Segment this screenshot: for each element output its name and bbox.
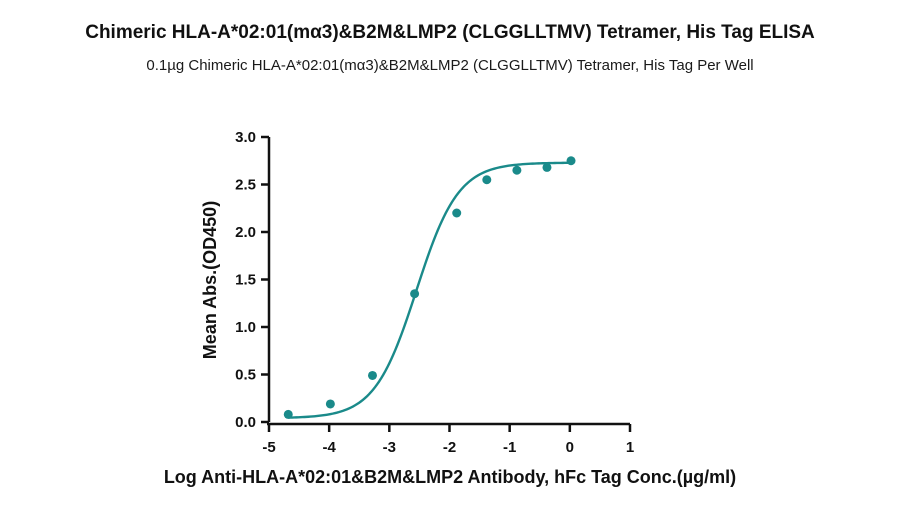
y-tick-label: 1.5 bbox=[235, 272, 256, 289]
y-tick-label: 2.5 bbox=[235, 177, 256, 194]
x-tick-label: 1 bbox=[626, 439, 634, 456]
data-point bbox=[542, 162, 552, 172]
data-point bbox=[452, 208, 462, 218]
x-tick-label: -4 bbox=[322, 439, 336, 456]
y-tick-label: 1.0 bbox=[235, 319, 256, 336]
fit-curve-layer bbox=[288, 161, 572, 419]
data-point bbox=[325, 399, 335, 409]
chart-title: Chimeric HLA-A*02:01(mα3)&B2M&LMP2 (CLGG… bbox=[85, 22, 815, 43]
data-points-layer bbox=[283, 156, 576, 419]
y-tick-label: 0.0 bbox=[235, 414, 256, 431]
chart-subtitle: 0.1µg Chimeric HLA-A*02:01(mα3)&B2M&LMP2… bbox=[146, 57, 754, 74]
data-point bbox=[566, 156, 576, 166]
data-point bbox=[512, 165, 522, 175]
x-tick-label: 0 bbox=[566, 439, 574, 456]
y-tick-label: 2.0 bbox=[235, 224, 256, 241]
data-point bbox=[283, 409, 293, 419]
axes: 0.0 0.5 1.0 1.5 2.0 2.5 3.0 -5 -4 -3 -2 -1 0 1 bbox=[235, 129, 634, 456]
data-point bbox=[482, 175, 492, 185]
x-tick-label: -5 bbox=[262, 439, 275, 456]
data-point bbox=[367, 370, 377, 380]
y-tick-label: 0.5 bbox=[235, 367, 256, 384]
fit-curve bbox=[288, 161, 572, 419]
x-tick-label: -3 bbox=[383, 439, 396, 456]
data-point bbox=[410, 289, 420, 299]
x-tick-label: -1 bbox=[503, 439, 516, 456]
x-tick-label: -2 bbox=[443, 439, 456, 456]
x-axis-label: Log Anti-HLA-A*02:01&B2M&LMP2 Antibody, … bbox=[163, 467, 737, 487]
y-axis-label: Mean Abs.(OD450) bbox=[200, 201, 220, 359]
y-tick-label: 3.0 bbox=[235, 129, 256, 146]
